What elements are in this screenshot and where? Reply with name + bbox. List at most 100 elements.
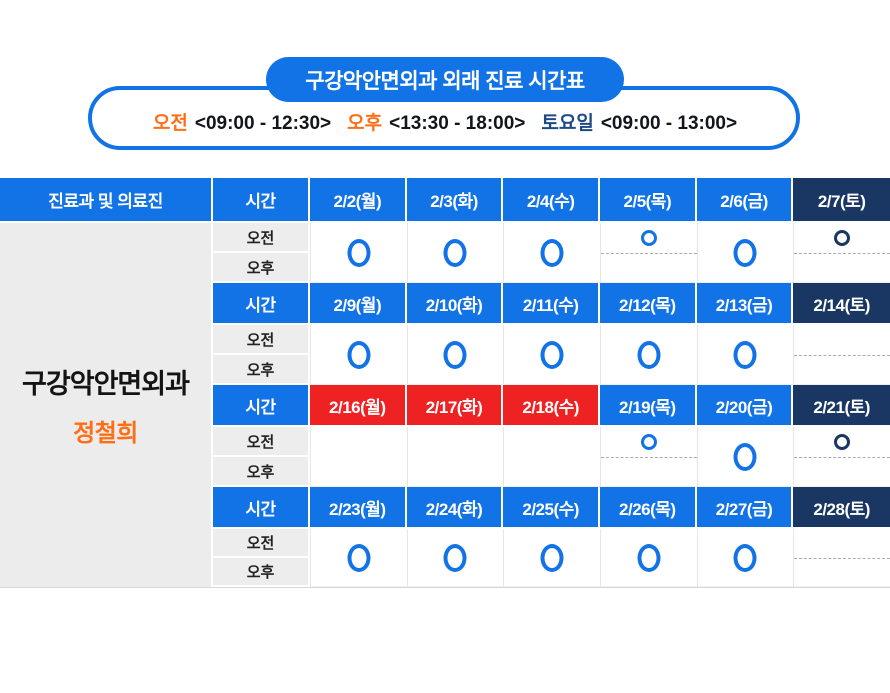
availability-cell xyxy=(793,427,890,487)
day-header: 2/3(화) xyxy=(406,178,504,223)
am-label: 오전 xyxy=(213,427,308,457)
day-header: 2/19(목) xyxy=(599,385,697,427)
day-header: 2/24(화) xyxy=(406,487,504,529)
available-full-day-icon xyxy=(540,543,564,572)
clinic-hours: 오전 <09:00 - 12:30> 오후 <13:30 - 18:00> 토요… xyxy=(0,108,890,135)
available-full-day-icon xyxy=(443,543,467,572)
day-header: 2/2(월) xyxy=(310,178,407,223)
schedule-table: 진료과 및 의료진 시간 2/2(월) 2/3(화) 2/4(수) 2/5(목) 2/6(금… xyxy=(0,178,890,588)
pm-label: 오후 xyxy=(246,463,275,481)
available-full-day-icon xyxy=(733,442,757,471)
available-morning-icon xyxy=(640,433,657,450)
am-pm-divider xyxy=(600,456,697,458)
hours-afternoon: 오후 <13:30 - 18:00> xyxy=(347,108,525,135)
saturday-time: <09:00 - 13:00> xyxy=(600,113,738,134)
availability-cell xyxy=(310,529,407,587)
available-full-day-icon xyxy=(733,543,757,572)
available-full-day-icon xyxy=(443,238,467,267)
department-name: 구강악안면외과 xyxy=(22,369,190,399)
available-morning-icon xyxy=(640,229,657,246)
day-header: 2/5(목) xyxy=(599,178,697,223)
availability-cell xyxy=(406,427,504,487)
day-header: 2/13(금) xyxy=(696,283,794,325)
pm-label: 오후 xyxy=(246,361,275,379)
morning-time: <09:00 - 12:30> xyxy=(194,113,332,134)
availability-cell xyxy=(503,529,600,587)
available-morning-icon xyxy=(834,229,851,246)
availability-cell xyxy=(599,325,697,385)
availability-cell xyxy=(310,325,407,385)
day-header: 2/18(수) xyxy=(503,385,600,427)
day-header: 2/9(월) xyxy=(310,283,407,325)
availability-cell xyxy=(793,325,890,385)
time-header: 시간 xyxy=(213,487,310,529)
available-full-day-icon xyxy=(733,340,757,369)
availability-cell xyxy=(793,223,890,283)
availability-cell xyxy=(503,325,600,385)
page-banner: 구강악안면외과 외래 진료 시간표 오전 <09:00 - 12:30> 오후 … xyxy=(0,0,890,178)
day-header: 2/11(수) xyxy=(503,283,600,325)
availability-cell xyxy=(696,427,794,487)
saturday-label: 토요일 xyxy=(541,113,594,134)
day-header: 2/25(수) xyxy=(503,487,600,529)
available-full-day-icon xyxy=(443,340,467,369)
available-full-day-icon xyxy=(540,340,564,369)
day-header: 2/21(토) xyxy=(793,385,890,427)
day-header: 2/6(금) xyxy=(696,178,794,223)
availability-cell xyxy=(793,529,890,587)
availability-cell xyxy=(503,223,600,283)
available-full-day-icon xyxy=(347,543,371,572)
pm-label: 오후 xyxy=(246,564,275,581)
availability-cell xyxy=(696,529,794,587)
time-header: 시간 xyxy=(213,178,310,223)
availability-cell xyxy=(696,325,794,385)
morning-label: 오전 xyxy=(152,113,188,134)
day-header: 2/26(목) xyxy=(599,487,697,529)
available-full-day-icon xyxy=(637,543,661,572)
availability-cell xyxy=(696,223,794,283)
available-morning-icon xyxy=(834,433,851,450)
time-header: 시간 xyxy=(213,283,310,325)
am-pm-divider xyxy=(794,252,890,254)
availability-cell xyxy=(406,529,504,587)
time-header: 시간 xyxy=(213,385,310,427)
am-label: 오전 xyxy=(213,325,308,355)
corner-header: 진료과 및 의료진 xyxy=(0,178,213,223)
available-full-day-icon xyxy=(540,238,564,267)
availability-cell xyxy=(310,223,407,283)
day-header: 2/10(화) xyxy=(406,283,504,325)
availability-cell xyxy=(406,325,504,385)
day-header: 2/12(목) xyxy=(599,283,697,325)
availability-cell xyxy=(503,427,600,487)
day-header: 2/23(월) xyxy=(310,487,407,529)
available-full-day-icon xyxy=(347,340,371,369)
day-header: 2/4(수) xyxy=(503,178,600,223)
availability-cell xyxy=(310,427,407,487)
day-header: 2/28(토) xyxy=(793,487,890,529)
available-full-day-icon xyxy=(733,238,757,267)
day-header: 2/27(금) xyxy=(696,487,794,529)
day-header: 2/7(토) xyxy=(793,178,890,223)
day-header: 2/17(화) xyxy=(406,385,504,427)
am-label: 오전 xyxy=(213,529,308,558)
afternoon-time: <13:30 - 18:00> xyxy=(389,113,526,134)
available-full-day-icon xyxy=(637,340,661,369)
availability-cell xyxy=(406,223,504,283)
day-header: 2/16(월) xyxy=(310,385,407,427)
availability-cell xyxy=(599,427,697,487)
hours-morning: 오전 <09:00 - 12:30> xyxy=(153,108,331,135)
day-header: 2/14(토) xyxy=(793,283,890,325)
availability-cell xyxy=(599,529,697,587)
hours-saturday: 토요일 <09:00 - 13:00> xyxy=(541,108,737,135)
am-pm-divider xyxy=(794,557,890,559)
schedule-title-badge: 구강악안면외과 외래 진료 시간표 xyxy=(266,57,624,102)
availability-cell xyxy=(599,223,697,283)
afternoon-label: 오후 xyxy=(347,113,383,134)
am-pm-divider xyxy=(794,456,890,458)
doctor-name: 정철희 xyxy=(73,420,138,447)
am-label: 오전 xyxy=(213,223,308,253)
